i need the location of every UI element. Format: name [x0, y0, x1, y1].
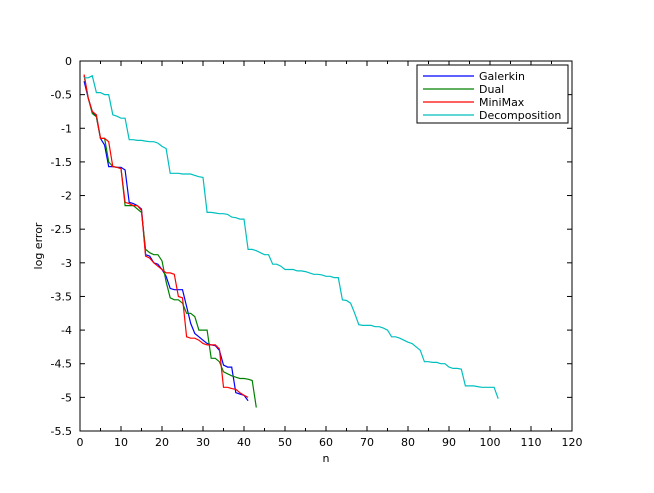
y-tick-label: -0.5 — [51, 89, 72, 102]
series-line-minimax — [83, 74, 249, 398]
x-tick-label: 120 — [562, 436, 583, 449]
legend-box — [416, 64, 569, 124]
x-axis-label: n — [323, 452, 330, 465]
x-tick-label: 0 — [77, 436, 84, 449]
x-tick-label: 10 — [114, 436, 128, 449]
y-tick-label: -4 — [61, 324, 72, 337]
x-tick-label: 70 — [360, 436, 374, 449]
legend-label: Dual — [479, 83, 504, 96]
y-tick-label: -5 — [61, 391, 72, 404]
x-tick-label: 40 — [237, 436, 251, 449]
y-axis-label: log error — [32, 222, 45, 269]
x-tick-label: 20 — [155, 436, 169, 449]
y-tick-label: -2 — [61, 190, 72, 203]
y-tick-label: -3 — [61, 257, 72, 270]
series-lines — [83, 74, 499, 408]
x-tick-label: 50 — [278, 436, 292, 449]
x-tick-label: 30 — [196, 436, 210, 449]
y-tick-label: -4.5 — [51, 358, 72, 371]
y-tick-label: -1.5 — [51, 156, 72, 169]
x-axis-ticks: 0 10 20 30 40 50 60 70 80 90 100 110 120 — [77, 61, 583, 449]
x-tick-label: 60 — [319, 436, 333, 449]
y-tick-label: -3.5 — [51, 290, 72, 303]
x-tick-label: 90 — [442, 436, 456, 449]
series-line-galerkin — [83, 81, 249, 402]
x-tick-label: 110 — [521, 436, 542, 449]
y-tick-label: -5.5 — [51, 425, 72, 438]
legend-label: MiniMax — [479, 96, 525, 109]
x-tick-label: 100 — [480, 436, 501, 449]
legend-label: Galerkin — [479, 70, 525, 83]
y-tick-label: -1 — [61, 122, 72, 135]
y-tick-label: 0 — [65, 55, 72, 68]
legend-label: Decomposition — [479, 109, 561, 122]
series-line-decomposition — [84, 74, 499, 399]
x-tick-label: 80 — [401, 436, 415, 449]
y-tick-label: -2.5 — [51, 223, 72, 236]
y-axis-ticks: 0 -0.5 -1 -1.5 -2 -2.5 -3 -3.5 -4 -4.5 -5 -5.5 — [51, 55, 572, 438]
